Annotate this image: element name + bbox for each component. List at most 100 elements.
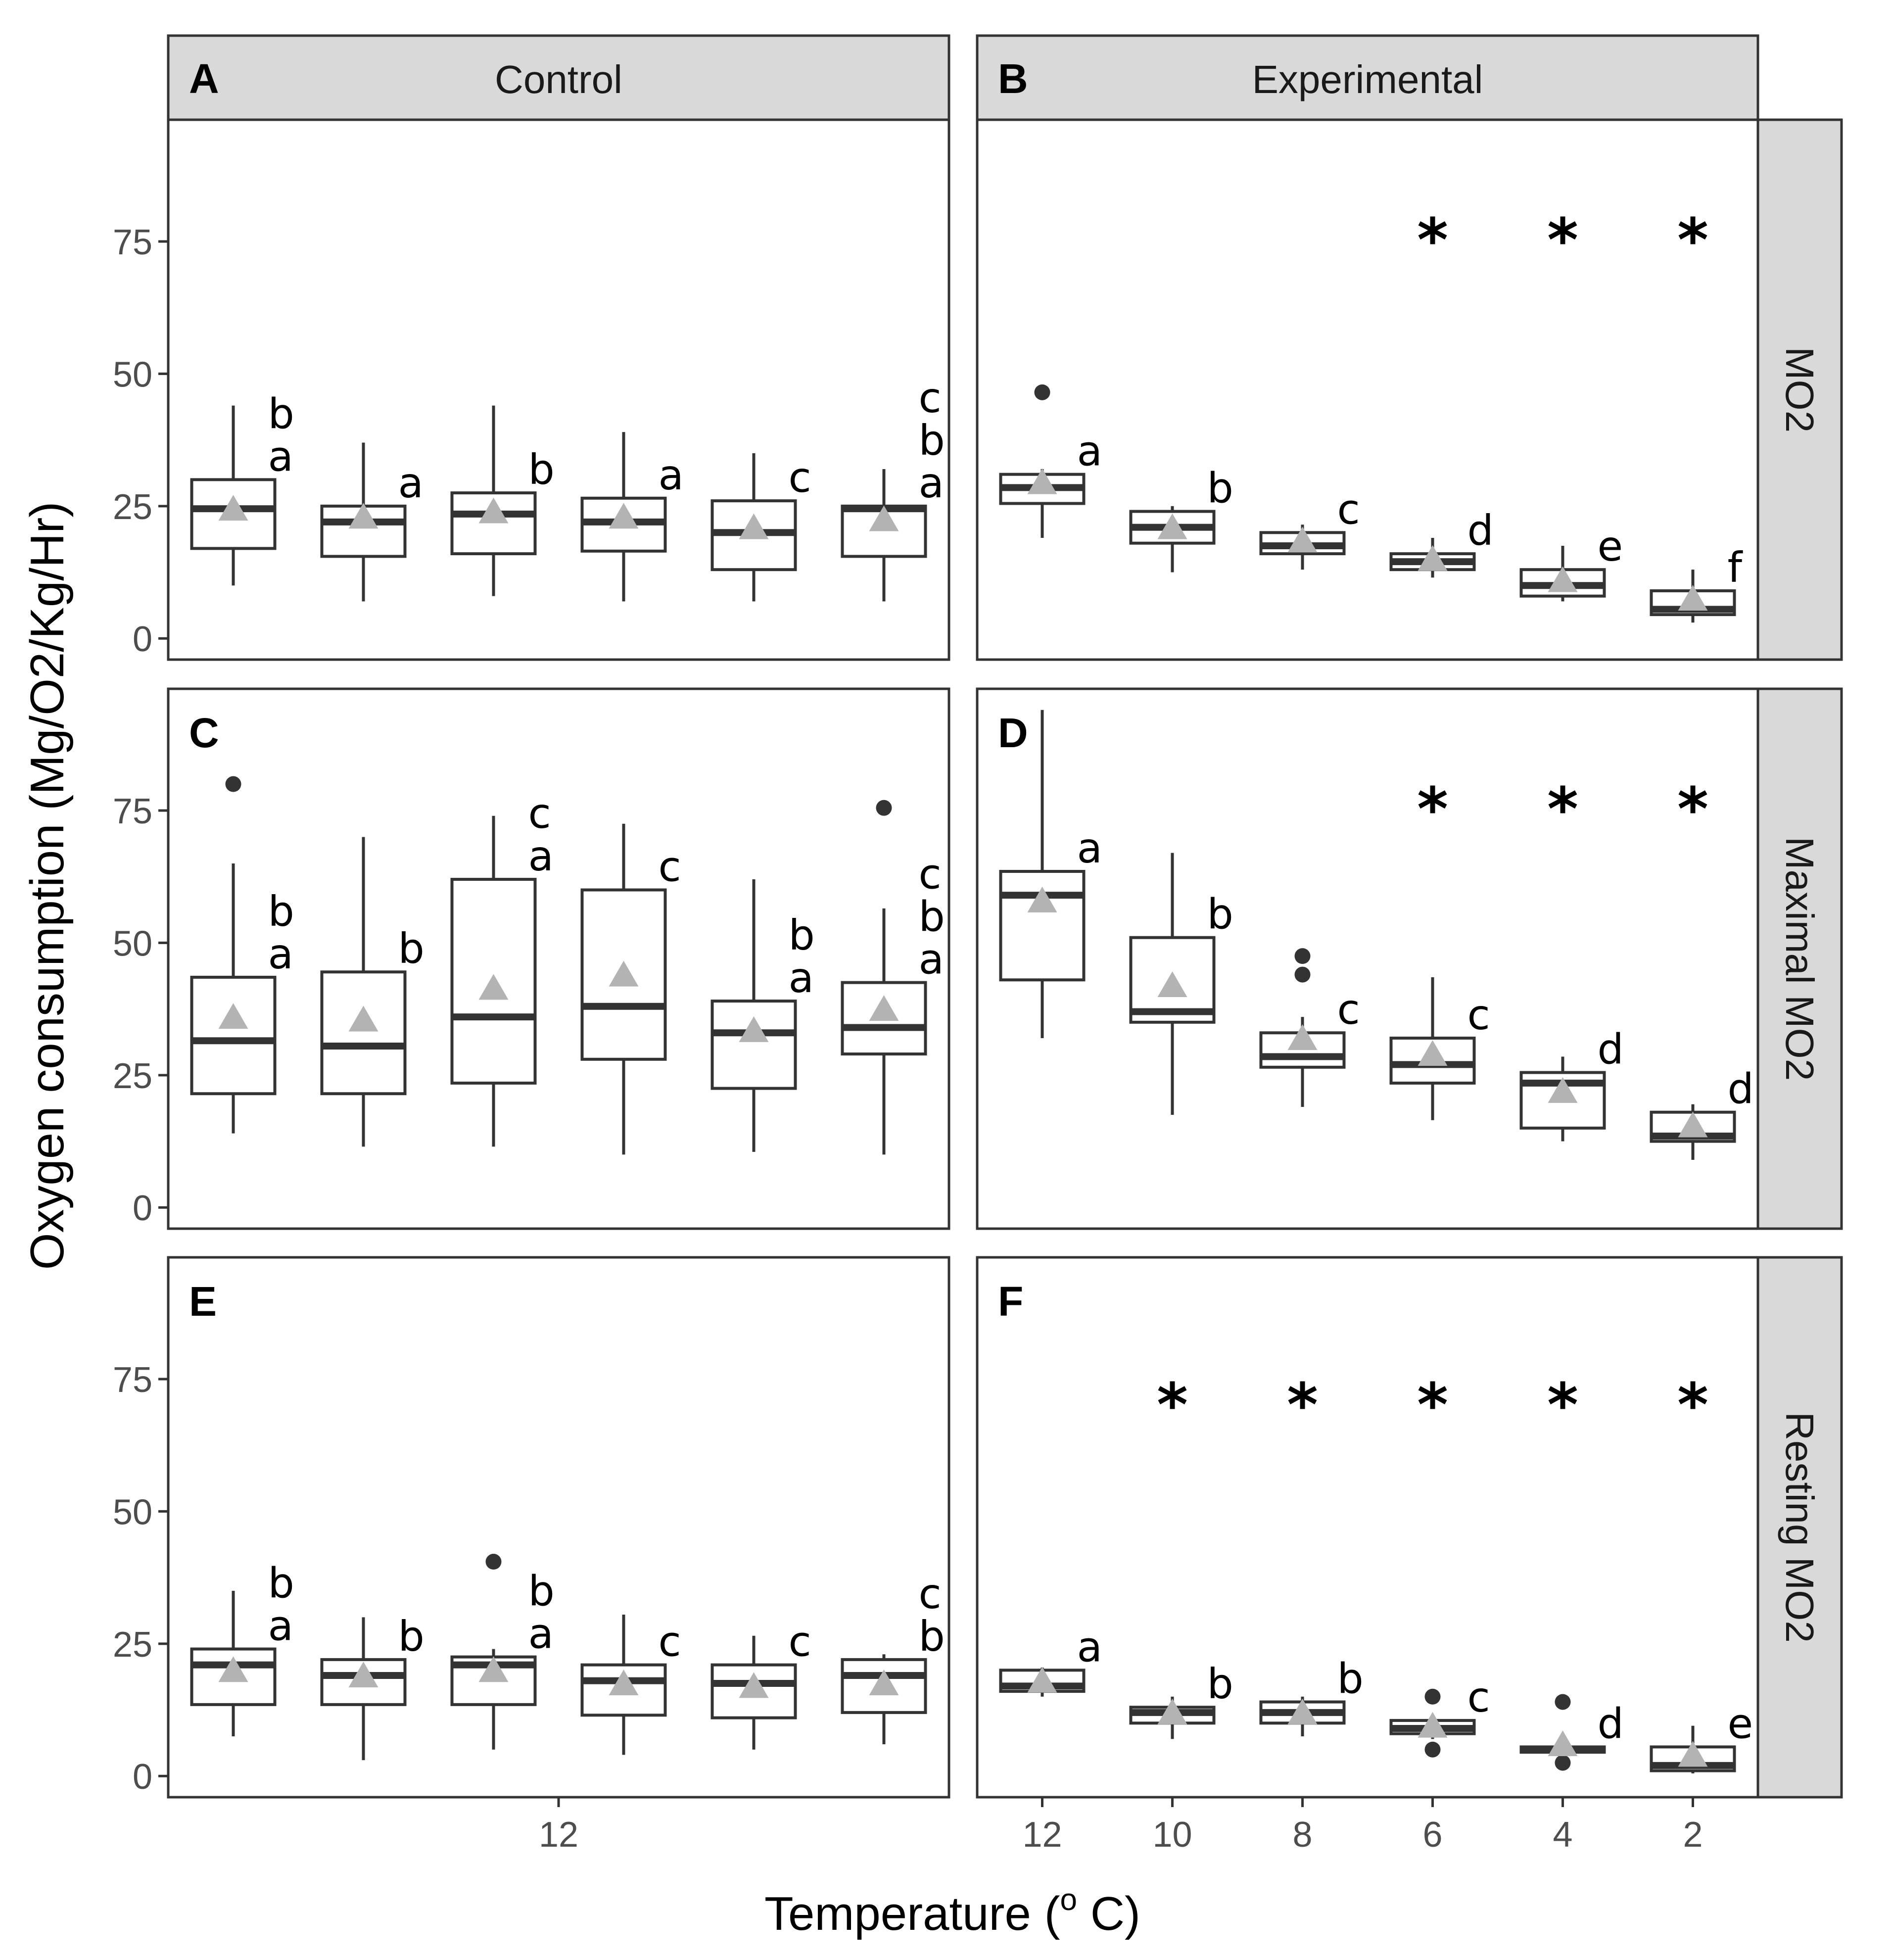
group-letter: c	[1467, 991, 1490, 1039]
box-3: ca	[450, 789, 554, 1147]
group-letter: a	[659, 451, 684, 499]
y-tick-label: 75	[113, 792, 152, 831]
mean-marker	[218, 495, 248, 521]
group-letter: e	[1598, 522, 1623, 571]
group-letter: a	[528, 1610, 554, 1658]
y-tick-label: 25	[113, 1625, 152, 1665]
group-letter: d	[1598, 1699, 1624, 1748]
mean-marker	[1678, 1741, 1708, 1767]
outlier-point	[1034, 384, 1050, 400]
group-letter: b	[268, 1559, 294, 1608]
panel-frame	[167, 1256, 950, 1799]
mean-marker	[609, 1670, 639, 1696]
box-4: a	[580, 432, 684, 602]
x-axis-title: Temperature (o C)	[764, 1883, 1140, 1940]
mean-marker	[1548, 566, 1578, 592]
x-tick-label: 2	[1683, 1815, 1703, 1855]
y-axis-title: Oxygen consumption (Mg/O2/Kg/Hr)	[21, 502, 74, 1270]
row-strip-label: Resting MO2	[1778, 1412, 1822, 1643]
x-tick-label: 12	[539, 1815, 578, 1855]
group-letter: c	[1467, 1673, 1490, 1721]
box-2: b	[320, 837, 425, 1147]
group-letter: f	[1728, 543, 1744, 592]
box-6: e*	[1650, 1371, 1753, 1773]
box-6: cb	[841, 1570, 945, 1745]
significance-star: *	[1157, 1371, 1188, 1440]
y-tick-label: 25	[113, 487, 152, 527]
mean-marker	[478, 497, 509, 524]
group-letter: b	[528, 445, 555, 494]
x-tick-label: 4	[1553, 1815, 1572, 1855]
group-letter: b	[1207, 1660, 1233, 1708]
significance-star: *	[1677, 206, 1708, 275]
row-strip-label: Maximal MO2	[1778, 837, 1822, 1081]
mean-marker	[869, 1670, 899, 1696]
row-strip-2	[1756, 1256, 1843, 1799]
y-tick-label: 0	[133, 620, 152, 659]
group-letter: c	[919, 850, 942, 899]
mean-marker	[1157, 513, 1187, 539]
group-letter: b	[398, 1612, 425, 1661]
x-tick-label: 10	[1152, 1815, 1192, 1855]
significance-star: *	[1417, 775, 1448, 844]
y-tick-label: 0	[133, 1757, 152, 1797]
outlier-point	[1555, 1694, 1571, 1710]
box-1: a	[999, 384, 1102, 538]
mean-marker	[739, 513, 769, 539]
x-tick-label: 8	[1292, 1815, 1312, 1855]
mean-marker	[609, 960, 639, 987]
outlier-point	[1294, 948, 1311, 964]
group-letter: d	[1728, 1065, 1754, 1113]
box-5: c	[710, 453, 811, 602]
group-letter: a	[919, 935, 944, 984]
box-1: a	[999, 710, 1102, 1038]
column-strip-label: Control	[495, 57, 622, 101]
panel-frame	[976, 1256, 1759, 1799]
y-tick-label: 25	[113, 1056, 152, 1096]
box-4: c*	[1389, 775, 1490, 1120]
group-letter: c	[1337, 985, 1360, 1034]
outlier-point	[1294, 966, 1311, 983]
x-axis-title-tail: C)	[1077, 1887, 1140, 1940]
mean-marker	[478, 1656, 509, 1682]
significance-star: *	[1417, 206, 1448, 275]
box-2: a	[320, 442, 424, 602]
mean-marker	[1287, 1024, 1318, 1050]
outlier-point	[876, 800, 892, 816]
box-iqr	[710, 1000, 797, 1090]
panel-letter: D	[998, 710, 1028, 756]
group-letter: c	[789, 1618, 811, 1666]
y-tick-label: 75	[113, 1360, 152, 1400]
group-letter: a	[1077, 427, 1102, 476]
box-6: cba	[841, 374, 945, 602]
box-3: b	[450, 405, 555, 596]
mean-marker	[218, 1003, 248, 1029]
significance-star: *	[1547, 775, 1578, 844]
mean-marker	[739, 1016, 769, 1042]
box-5: c	[710, 1618, 811, 1750]
mean-marker	[1418, 545, 1448, 571]
box-1: a	[999, 1623, 1102, 1697]
group-letter: b	[1207, 890, 1233, 939]
group-letter: a	[1077, 1623, 1102, 1671]
box-5: d*	[1519, 775, 1624, 1142]
mean-marker	[478, 974, 509, 1000]
box-2: b	[1129, 464, 1233, 573]
y-tick-label: 50	[113, 924, 152, 963]
row-strip-1	[1756, 687, 1843, 1230]
group-letter: b	[1337, 1654, 1364, 1703]
outlier-point	[1424, 1688, 1441, 1705]
row-strip-0	[1756, 118, 1843, 661]
box-3: ba	[450, 1554, 555, 1750]
group-letter: c	[659, 1618, 681, 1666]
box-iqr	[1129, 936, 1216, 1024]
mean-marker	[1287, 526, 1318, 553]
box-6: cba	[841, 800, 945, 1155]
mean-marker	[869, 995, 899, 1021]
column-strip-0	[167, 34, 950, 121]
mean-marker	[348, 1661, 378, 1687]
row-strip-label: MO2	[1778, 347, 1822, 432]
